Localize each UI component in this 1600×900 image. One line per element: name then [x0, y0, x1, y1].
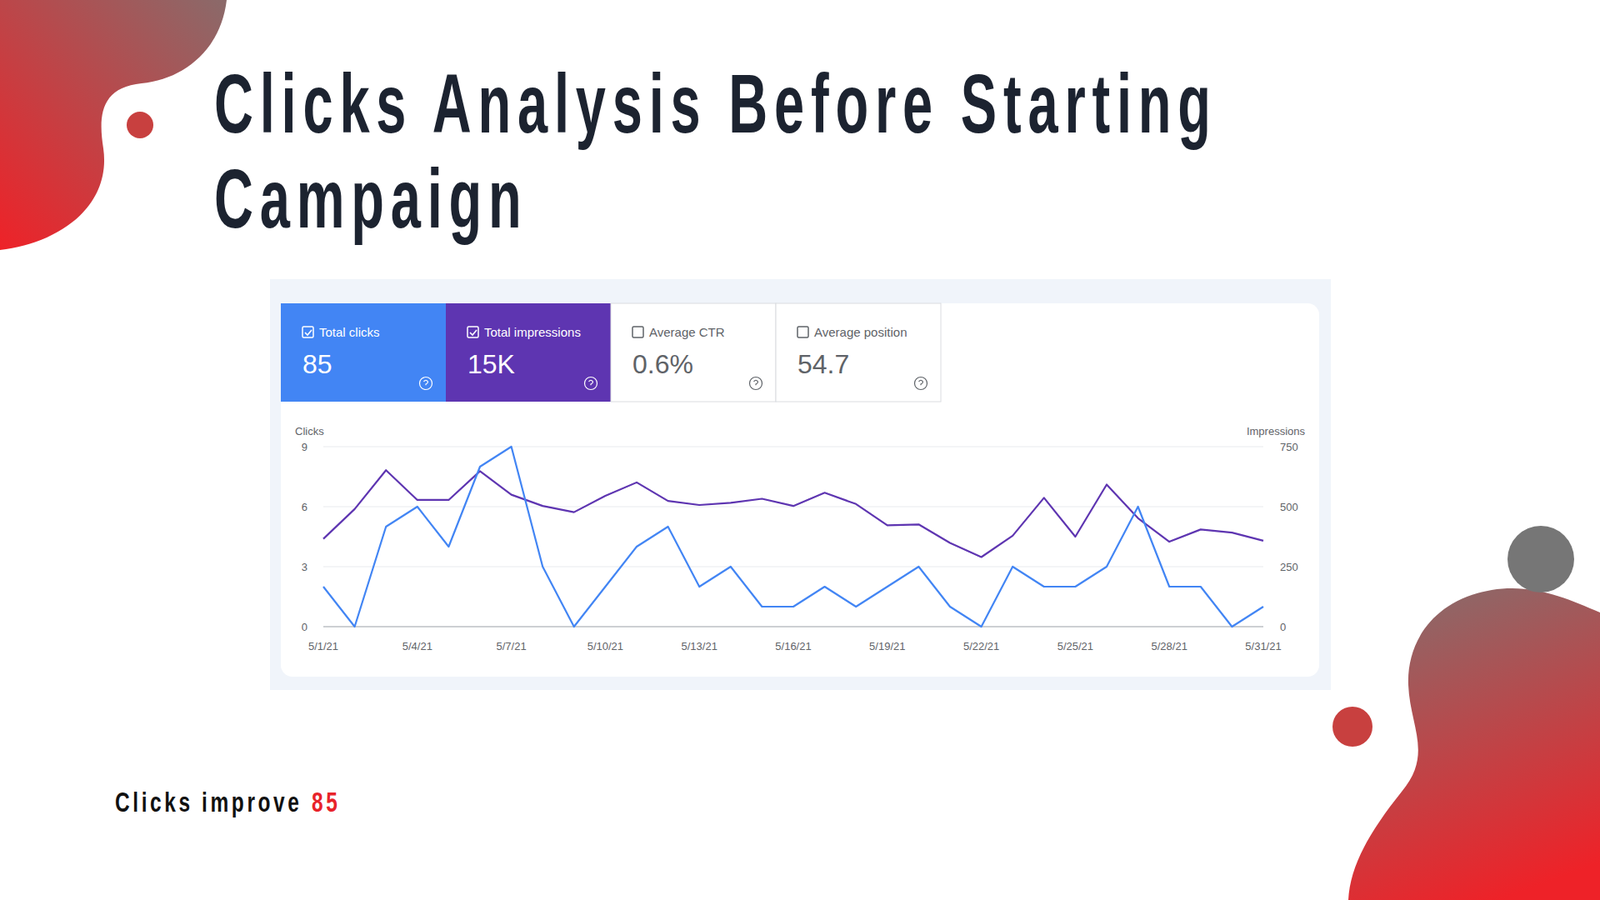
x-tick-label: 5/28/21	[1151, 640, 1188, 653]
decor-dot	[1332, 706, 1373, 747]
title-line: Clicks Analysis Before Starting	[214, 57, 1218, 150]
card-value: 85	[302, 349, 333, 380]
y-tick-label: 0	[301, 620, 308, 634]
footer-value: 85	[311, 785, 340, 818]
grid-line	[323, 446, 1264, 448]
y2-tick	[1263, 506, 1267, 508]
x-tick-label: 5/19/21	[869, 640, 905, 653]
y2-tick	[1263, 626, 1267, 628]
x-tick-label: 5/10/21	[587, 640, 624, 653]
help-icon	[420, 377, 433, 390]
y2-tick-label: 500	[1280, 500, 1299, 514]
checkbox[interactable]	[467, 326, 479, 338]
y-tick-label: 6	[301, 500, 308, 514]
card-label: Average CTR	[649, 325, 725, 340]
x-tick-label: 5/22/21	[963, 640, 1000, 653]
title-group: Clicks Analysis Before StartingCampaign	[214, 57, 1218, 245]
card-label: Average position	[814, 325, 907, 340]
help-icon-glyph	[919, 380, 924, 385]
summary-card[interactable]	[775, 303, 941, 402]
panel-bg	[270, 279, 1331, 690]
card-label: Total impressions	[484, 325, 581, 340]
x-tick-label: 5/16/21	[775, 640, 811, 653]
card-value: 0.6%	[632, 349, 694, 380]
y2-axis-title: Impressions	[1246, 425, 1306, 438]
x-tick-label: 5/25/21	[1057, 640, 1094, 653]
help-icon	[750, 377, 763, 390]
checkbox[interactable]	[632, 326, 644, 338]
y2-tick-label: 250	[1280, 560, 1299, 574]
help-icon-glyph	[589, 380, 594, 385]
x-tick-label: 5/1/21	[308, 640, 339, 653]
title: Clicks Analysis Before StartingCampaign	[214, 57, 1218, 245]
summary-card[interactable]	[610, 303, 776, 402]
grid-line	[323, 566, 1264, 568]
summary-card[interactable]	[280, 303, 446, 402]
card-label: Total clicks	[319, 325, 380, 340]
y2-tick-label: 750	[1280, 440, 1299, 454]
x-tick-label: 5/4/21	[402, 640, 433, 653]
x-tick-label: 5/31/21	[1245, 640, 1281, 653]
y2-tick	[1263, 566, 1267, 568]
footer: Clicks improve 85	[115, 785, 340, 818]
x-tick-label: 5/13/21	[681, 640, 718, 653]
y2-tick-label: 0	[1280, 620, 1286, 634]
summary-card[interactable]	[445, 303, 611, 402]
checkbox[interactable]	[302, 326, 314, 338]
series-line	[323, 446, 1264, 627]
y2-tick	[1263, 446, 1267, 448]
checkbox[interactable]	[797, 326, 809, 338]
panel	[280, 303, 1320, 677]
card-value: 15K	[467, 349, 515, 380]
help-icon	[915, 377, 928, 390]
slide: Clicks Analysis Before StartingCampaign T…	[0, 0, 1600, 900]
help-icon-glyph	[424, 380, 429, 385]
y-axis-title: Clicks	[295, 425, 325, 438]
footer-text: Clicks improve	[115, 785, 302, 818]
series-line	[323, 470, 1264, 557]
decor-blob	[0, 0, 227, 250]
x-tick-label: 5/7/21	[496, 640, 527, 653]
y-tick-label: 3	[301, 560, 308, 574]
decor-dot	[1507, 525, 1575, 593]
help-icon	[585, 377, 598, 390]
decor-dot	[126, 111, 154, 139]
footer-group: Clicks improve 85	[115, 785, 340, 818]
decor-blob	[1348, 588, 1600, 900]
help-icon-glyph	[754, 380, 759, 385]
y-tick-label: 9	[301, 440, 308, 454]
card-value: 54.7	[797, 349, 850, 380]
check-mark	[470, 330, 477, 335]
grid-line	[323, 626, 1264, 628]
plot-marks	[323, 446, 1264, 627]
check-mark	[305, 330, 312, 335]
title-line: Campaign	[214, 152, 529, 245]
